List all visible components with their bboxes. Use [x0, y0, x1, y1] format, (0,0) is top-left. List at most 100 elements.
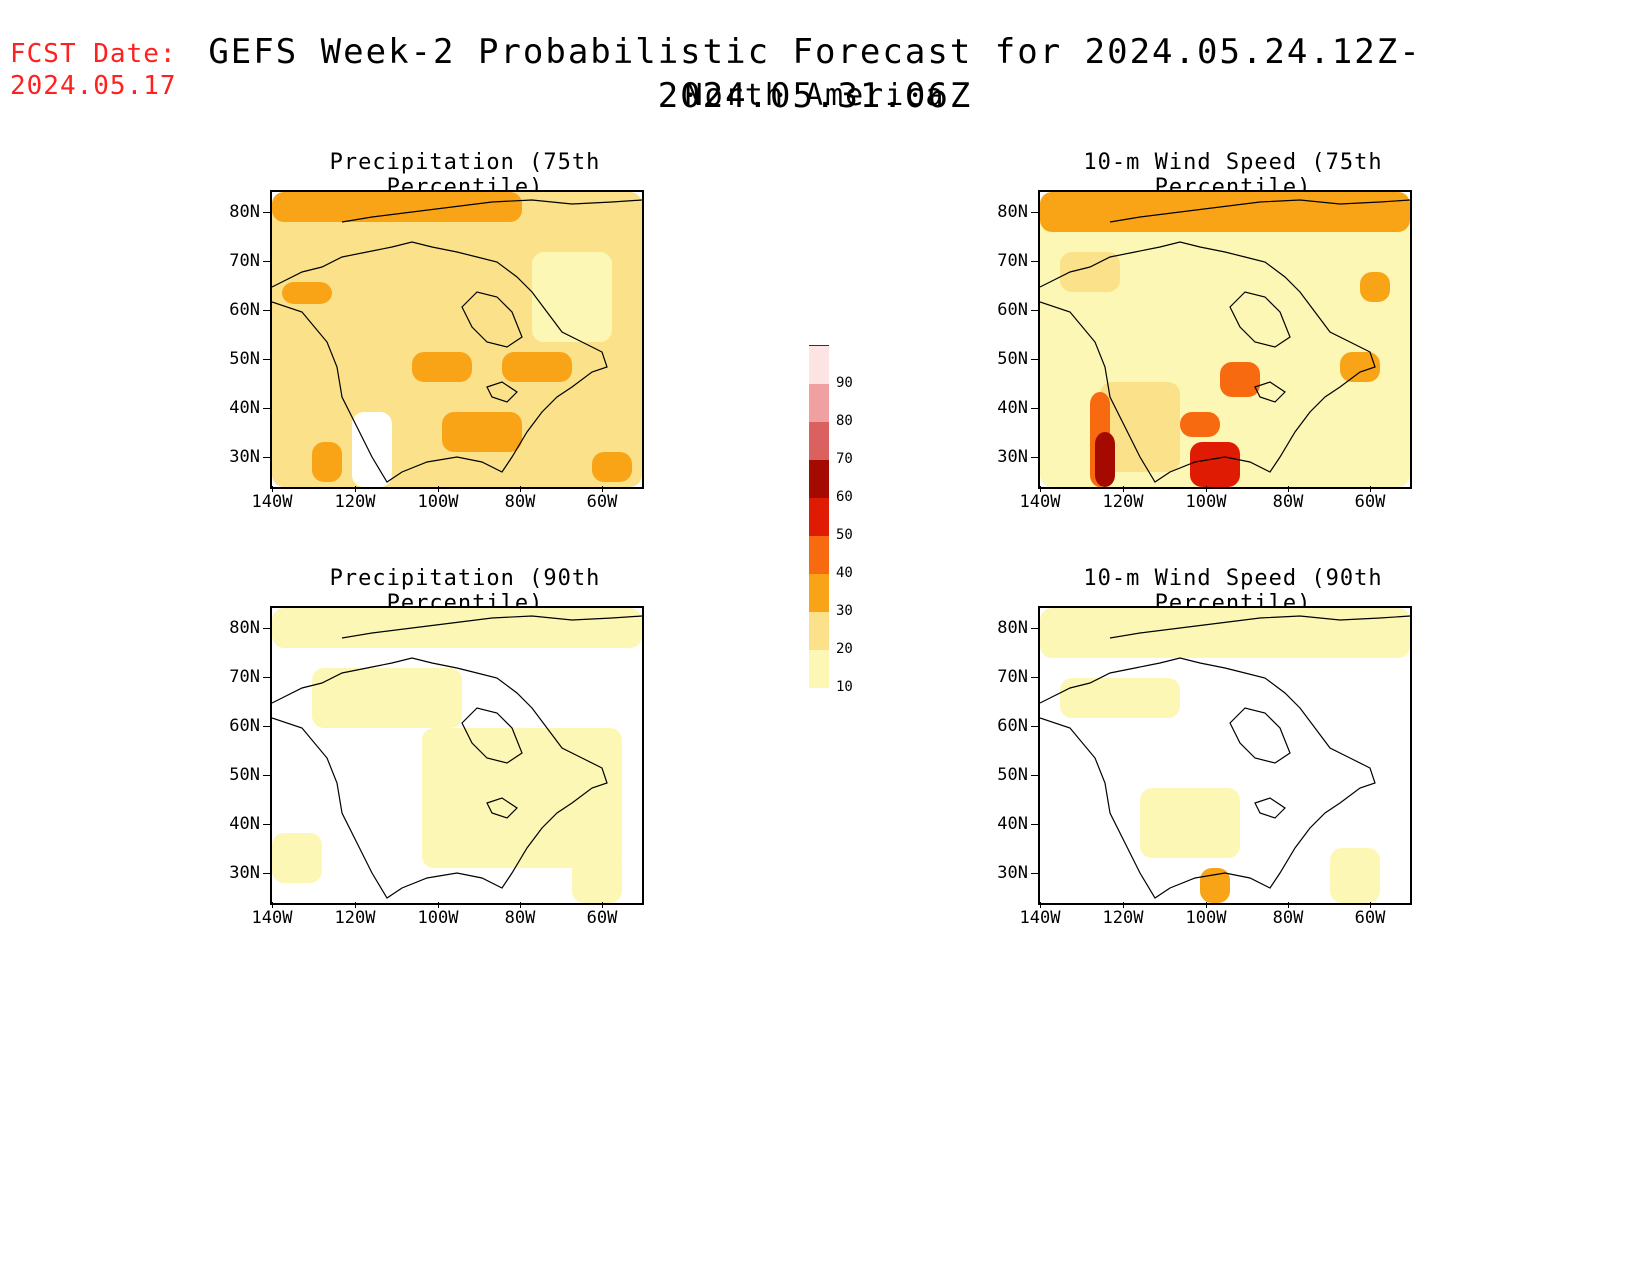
lon-label: 60W: [1354, 908, 1386, 928]
shaded-region: [592, 452, 632, 482]
lon-tick: [1288, 486, 1289, 492]
lat-label: 60N: [997, 300, 1028, 320]
lat-tick: [1031, 824, 1038, 825]
lat-label: 30N: [997, 863, 1028, 883]
lon-label: 60W: [586, 908, 618, 928]
colorbar-swatch: [809, 421, 829, 460]
lat-tick: [263, 628, 270, 629]
colorbar-label: 80: [836, 413, 853, 429]
lat-label: 40N: [997, 814, 1028, 834]
lat-label: 40N: [229, 814, 260, 834]
lat-tick: [263, 310, 270, 311]
shaded-region: [1360, 272, 1390, 302]
lon-label: 140W: [1019, 492, 1061, 512]
lat-tick: [263, 457, 270, 458]
shaded-region: [352, 412, 392, 487]
lat-tick: [263, 775, 270, 776]
lon-label: 140W: [251, 908, 293, 928]
shaded-region: [532, 252, 612, 342]
lat-label: 30N: [997, 447, 1028, 467]
lat-tick: [263, 677, 270, 678]
shaded-region: [1060, 678, 1180, 718]
lon-label: 120W: [334, 492, 376, 512]
colorbar-label: 70: [836, 451, 853, 467]
lat-label: 50N: [229, 349, 260, 369]
lat-label: 50N: [229, 765, 260, 785]
lon-tick: [520, 486, 521, 492]
map-svg: [272, 192, 642, 487]
lat-tick: [1031, 677, 1038, 678]
shaded-region: [1190, 442, 1240, 487]
colorbar-label: 10: [836, 679, 853, 695]
colorbar-swatch: [809, 345, 829, 384]
shaded-region: [502, 352, 572, 382]
lat-label: 30N: [229, 447, 260, 467]
colorbar-swatch: [809, 459, 829, 498]
lon-label: 100W: [417, 908, 459, 928]
lat-tick: [1031, 457, 1038, 458]
shaded-region: [1340, 352, 1380, 382]
map-area: [270, 606, 644, 905]
panel-title: Precipitation (90th Percentile): [329, 566, 601, 616]
lat-tick: [1031, 628, 1038, 629]
lon-label: 100W: [417, 492, 459, 512]
lon-tick: [355, 486, 356, 492]
shaded-region: [1330, 848, 1380, 903]
panel-wind-75: 10-m Wind Speed (75th Percentile) 80N 70N…: [978, 150, 1448, 570]
map-svg: [272, 608, 642, 903]
lon-tick: [1040, 902, 1041, 908]
lat-label: 60N: [229, 716, 260, 736]
colorbar-swatch: [809, 649, 829, 688]
lat-tick: [263, 726, 270, 727]
lat-label: 80N: [229, 618, 260, 638]
shaded-region: [312, 442, 342, 482]
lat-label: 80N: [997, 618, 1028, 638]
shaded-region: [412, 352, 472, 382]
lon-label: 80W: [1272, 492, 1304, 512]
shaded-region: [312, 668, 462, 728]
lon-label: 60W: [586, 492, 618, 512]
map-area: [1038, 190, 1412, 489]
page-title: GEFS Week-2 Probabilistic Forecast for 2…: [208, 32, 1422, 116]
lon-label: 100W: [1185, 908, 1227, 928]
colorbar-label: 40: [836, 565, 853, 581]
shaded-region: [1180, 412, 1220, 437]
map-svg: [1040, 192, 1410, 487]
coastline: [272, 615, 642, 899]
panel-wind-90: 10-m Wind Speed (90th Percentile) 80N 70N…: [978, 566, 1448, 986]
lat-label: 80N: [229, 202, 260, 222]
lon-tick: [272, 902, 273, 908]
lon-tick: [438, 902, 439, 908]
lon-tick: [355, 902, 356, 908]
lon-tick: [520, 902, 521, 908]
shaded-region: [272, 608, 642, 648]
lon-tick: [1206, 902, 1207, 908]
lon-tick: [602, 486, 603, 492]
lon-tick: [1206, 486, 1207, 492]
shaded-region: [272, 192, 522, 222]
lon-tick: [1123, 486, 1124, 492]
lat-label: 40N: [229, 398, 260, 418]
lon-label: 80W: [1272, 908, 1304, 928]
lat-tick: [263, 359, 270, 360]
panel-title: Precipitation (75th Percentile): [329, 150, 601, 200]
lon-label: 120W: [334, 908, 376, 928]
lon-tick: [1288, 902, 1289, 908]
lat-tick: [1031, 212, 1038, 213]
lat-label: 60N: [997, 716, 1028, 736]
lon-tick: [602, 902, 603, 908]
shaded-region: [1095, 432, 1115, 487]
lon-tick: [272, 486, 273, 492]
lat-label: 30N: [229, 863, 260, 883]
lat-tick: [1031, 408, 1038, 409]
panel-precip-75: Precipitation (75th Percentile) 80N 70N 60…: [210, 150, 680, 570]
fcst-date-value: 2024.05.17: [10, 71, 177, 101]
lat-tick: [1031, 261, 1038, 262]
shaded-region: [282, 282, 332, 304]
lat-tick: [263, 212, 270, 213]
shaded-region: [1100, 382, 1180, 472]
lat-tick: [1031, 310, 1038, 311]
shaded-region: [272, 833, 322, 883]
lon-tick: [1370, 902, 1371, 908]
colorbar-swatch: [809, 497, 829, 536]
